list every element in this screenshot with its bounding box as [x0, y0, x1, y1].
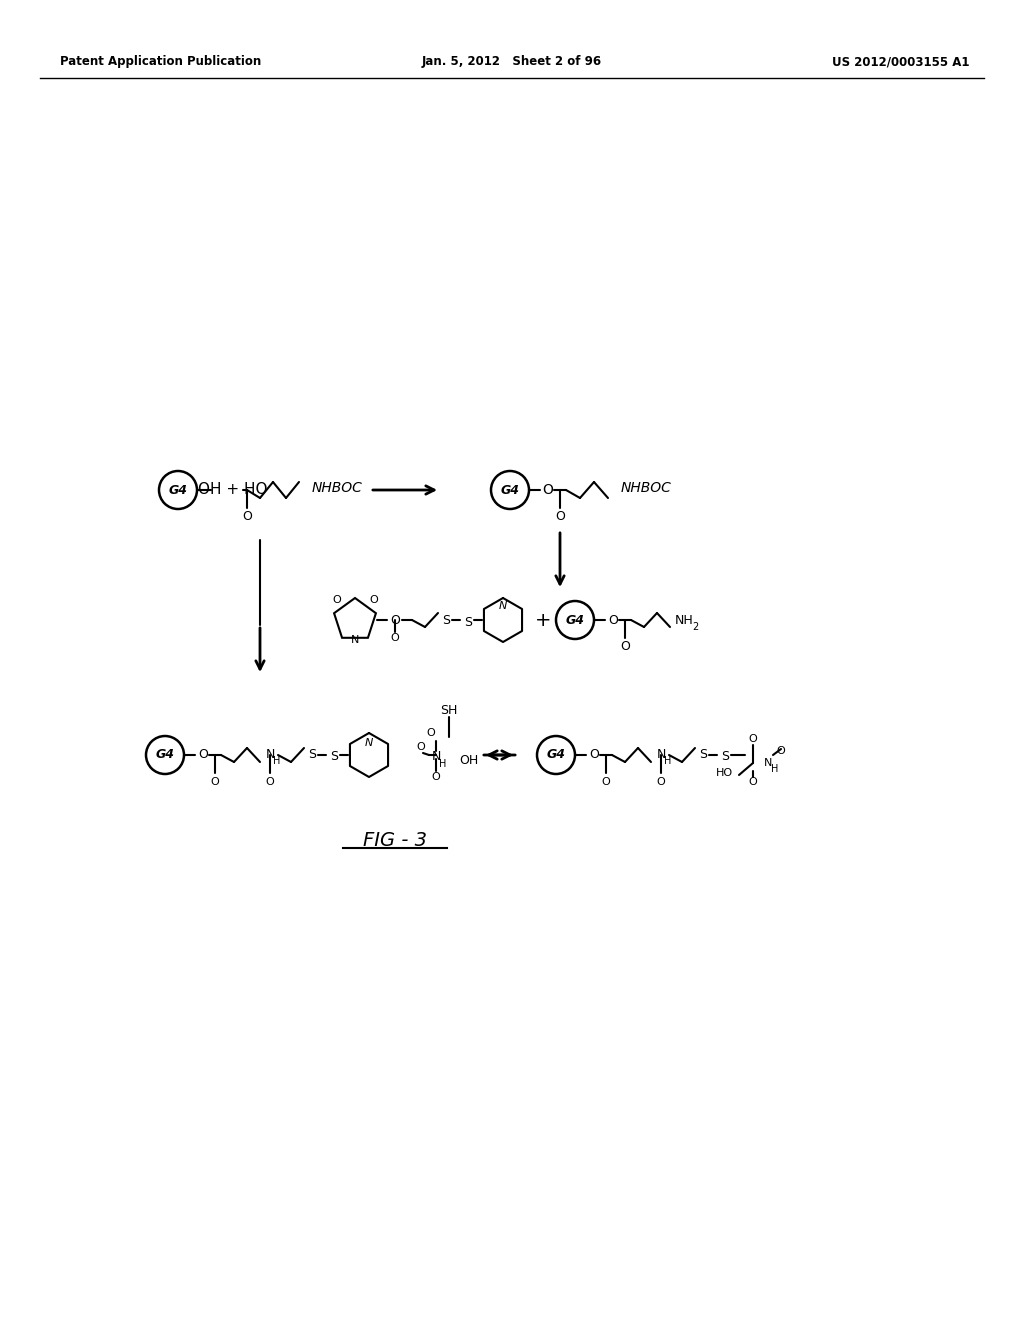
Text: O: O	[265, 777, 274, 787]
Text: O: O	[776, 746, 785, 756]
Text: S: S	[330, 751, 338, 763]
Text: O: O	[390, 634, 399, 643]
Text: O: O	[608, 614, 617, 627]
Text: OH: OH	[459, 754, 478, 767]
Text: O: O	[432, 772, 440, 781]
Text: O: O	[589, 748, 599, 762]
Text: G4: G4	[565, 614, 585, 627]
Text: N: N	[431, 751, 440, 763]
Text: O: O	[417, 742, 425, 752]
Text: G4: G4	[501, 483, 519, 496]
Text: O: O	[242, 511, 252, 524]
Text: O: O	[749, 777, 758, 787]
Text: O: O	[332, 595, 341, 605]
Text: N: N	[351, 635, 359, 644]
Text: O: O	[555, 511, 565, 524]
Text: O: O	[543, 483, 553, 498]
Text: G4: G4	[547, 748, 565, 762]
Text: NHBOC: NHBOC	[311, 480, 362, 495]
Text: N: N	[365, 738, 373, 748]
Text: O: O	[370, 595, 378, 605]
Text: O: O	[749, 734, 758, 744]
Text: O: O	[656, 777, 666, 787]
Text: N: N	[764, 758, 772, 768]
Text: S: S	[308, 748, 316, 762]
Text: Jan. 5, 2012   Sheet 2 of 96: Jan. 5, 2012 Sheet 2 of 96	[422, 55, 602, 69]
Text: G4: G4	[156, 748, 174, 762]
Text: S: S	[699, 748, 707, 762]
Text: S: S	[721, 751, 729, 763]
Text: N: N	[265, 748, 274, 762]
Text: O: O	[621, 640, 630, 653]
Text: N: N	[656, 748, 666, 762]
Text: H: H	[771, 764, 778, 774]
Text: G4: G4	[169, 483, 187, 496]
Text: N: N	[499, 601, 507, 611]
Text: S: S	[442, 614, 450, 627]
Text: H: H	[665, 756, 672, 766]
Text: FIG - 3: FIG - 3	[362, 830, 427, 850]
Text: H: H	[273, 756, 281, 766]
Text: H: H	[439, 759, 446, 770]
Text: Patent Application Publication: Patent Application Publication	[60, 55, 261, 69]
Text: O: O	[211, 777, 219, 787]
Text: O: O	[602, 777, 610, 787]
Text: HO: HO	[716, 768, 733, 777]
Text: OH + HO: OH + HO	[199, 483, 267, 498]
Text: SH: SH	[440, 704, 458, 717]
Text: 2: 2	[692, 622, 698, 632]
Text: US 2012/0003155 A1: US 2012/0003155 A1	[833, 55, 970, 69]
Text: S: S	[464, 615, 472, 628]
Text: NHBOC: NHBOC	[621, 480, 672, 495]
Text: +: +	[535, 610, 551, 630]
Text: NH: NH	[675, 614, 693, 627]
Text: O: O	[390, 614, 400, 627]
Text: O: O	[198, 748, 208, 762]
Text: O: O	[427, 729, 435, 738]
